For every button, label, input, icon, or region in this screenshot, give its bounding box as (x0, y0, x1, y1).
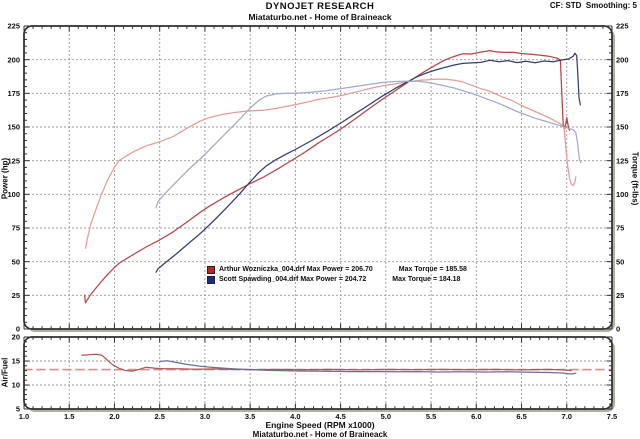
svg-text:50: 50 (12, 257, 20, 266)
svg-text:2.0: 2.0 (109, 412, 119, 421)
page-title: DYNOJET RESEARCH (265, 1, 375, 12)
svg-text:15: 15 (12, 357, 20, 366)
svg-text:175: 175 (7, 89, 20, 98)
svg-text:25: 25 (12, 291, 20, 300)
svg-text:0: 0 (616, 325, 620, 334)
legend-arthur-file: Arthur Wozniczka_004.drf (219, 266, 305, 273)
svg-text:200: 200 (7, 55, 20, 64)
legend-scott-max-torque: Max Torque = 184.18 (392, 276, 461, 283)
svg-text:175: 175 (616, 89, 629, 98)
svg-text:6.5: 6.5 (516, 412, 526, 421)
svg-text:200: 200 (616, 55, 629, 64)
svg-text:5: 5 (16, 405, 20, 414)
legend-arthur-max-power: Max Power = 206.70 (306, 266, 373, 273)
legend-row-scott: Scott Spawding_004.drf Max Power = 204.7… (207, 275, 467, 285)
svg-text:100: 100 (616, 190, 629, 199)
svg-text:20: 20 (12, 333, 20, 342)
svg-text:125: 125 (7, 156, 20, 165)
svg-text:50: 50 (616, 257, 624, 266)
svg-text:7.0: 7.0 (562, 412, 572, 421)
footer-text: Miataturbo.net - Home of Braineack (252, 430, 388, 439)
svg-text:100: 100 (7, 190, 20, 199)
arthur-color-swatch-icon (207, 266, 215, 274)
svg-text:2.5: 2.5 (154, 412, 164, 421)
svg-text:6.0: 6.0 (471, 412, 481, 421)
svg-text:5.5: 5.5 (426, 412, 436, 421)
legend: Arthur Wozniczka_004.drf Max Power = 206… (207, 265, 467, 285)
x-axis-title: Engine Speed (RPM x1000) (265, 420, 375, 430)
legend-arthur-max-torque: Max Torque = 185.58 (398, 266, 467, 273)
svg-text:4.5: 4.5 (335, 412, 345, 421)
svg-text:225: 225 (616, 22, 629, 31)
svg-text:4.0: 4.0 (290, 412, 300, 421)
svg-text:0: 0 (16, 325, 20, 334)
svg-text:10: 10 (12, 381, 20, 390)
svg-text:1.5: 1.5 (64, 412, 74, 421)
svg-text:150: 150 (7, 123, 20, 132)
legend-row-arthur: Arthur Wozniczka_004.drf Max Power = 206… (207, 265, 467, 275)
svg-text:75: 75 (616, 224, 624, 233)
power-axis-title: Power (hp) (0, 157, 10, 200)
svg-text:3.5: 3.5 (245, 412, 255, 421)
svg-text:3.0: 3.0 (200, 412, 210, 421)
torque-axis-title: Torque (ft-lbs) (630, 151, 640, 206)
svg-text:1.0: 1.0 (19, 412, 29, 421)
page-subtitle: Miataturbo.net - Home of Braineack (248, 12, 392, 22)
svg-text:7.5: 7.5 (607, 412, 617, 421)
scott-color-swatch-icon (207, 276, 215, 284)
afr-axis-title: Air/Fuel (0, 357, 10, 388)
svg-text:5.0: 5.0 (381, 412, 391, 421)
legend-scott-file: Scott Spawding_004.drf (219, 276, 299, 283)
svg-text:75: 75 (12, 224, 20, 233)
legend-scott-max-power: Max Power = 204.72 (300, 276, 367, 283)
svg-text:150: 150 (616, 123, 629, 132)
correction-smoothing-settings: CF: STD Smoothing: 5 (549, 1, 637, 10)
svg-text:125: 125 (616, 156, 629, 165)
svg-text:25: 25 (616, 291, 624, 300)
svg-text:225: 225 (7, 22, 20, 31)
